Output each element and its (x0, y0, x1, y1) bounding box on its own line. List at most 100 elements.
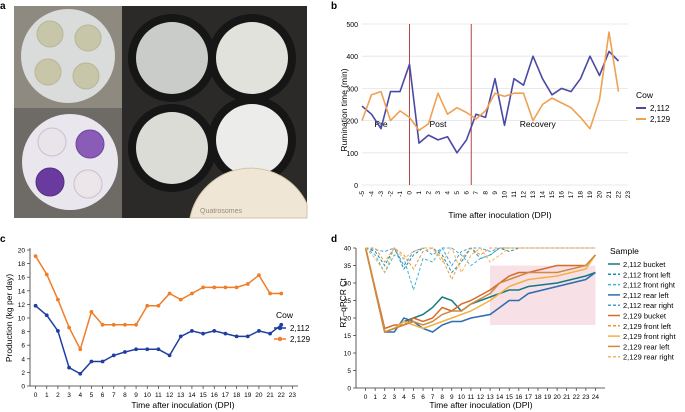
chart-b-xtick-4: -1 (397, 191, 404, 197)
photo-panel: Quatrosomes (14, 6, 308, 219)
chart-b-xtick-15: 10 (502, 191, 509, 199)
chart-c-xtick-1: 1 (45, 392, 49, 399)
chart-c-xlabel: Time after inoculation (DPI) (131, 400, 234, 410)
chart-b-phase-label-2: Recovery (520, 119, 557, 129)
chart-c-series (33, 254, 284, 376)
chart-d-xtick-4: 4 (402, 394, 406, 401)
plate-3 (136, 112, 208, 184)
chart-c-xtick-23: 23 (289, 392, 297, 399)
chart-c-point-0-3 (67, 365, 71, 370)
chart-d-xtick-17: 17 (525, 394, 533, 401)
chart-d-xtick-7: 7 (431, 394, 435, 401)
chart-d-xtick-21: 21 (563, 394, 571, 401)
chart-b-phase-lines: Pre Post Recovery (374, 24, 556, 185)
chart-c-legend-title: Cow (276, 310, 294, 320)
chart-c-xtick-9: 9 (134, 392, 138, 399)
chart-c-point-1-2 (56, 297, 60, 302)
chart-b-xtick-1: -4 (369, 191, 376, 197)
well-a4 (72, 62, 100, 90)
chart-b-series (361, 31, 620, 154)
chart-c-point-1-5 (89, 309, 94, 314)
chart-d-ytick-10: 10 (344, 351, 352, 358)
chart-c-xtick-21: 21 (266, 392, 274, 399)
well-b1 (37, 127, 67, 157)
petri-dish-clear (21, 9, 115, 103)
chart-d-xlabel: Time after inoculation (DPI) (429, 400, 532, 410)
chart-d-xtick-2: 2 (383, 394, 387, 401)
chart-c-point-0-18 (234, 334, 239, 339)
chart-d-xtick-3: 3 (392, 394, 396, 401)
chart-c-point-1-19 (245, 282, 250, 286)
chart-c-series-line-0 (35, 305, 282, 375)
chart-d-legend-label-0: 2,112 bucket (623, 260, 666, 269)
chart-b-xtick-21: 16 (559, 191, 566, 199)
chart-c-point-0-4 (78, 371, 83, 376)
chart-b-phase-label-1: Post (429, 119, 447, 129)
chart-c-xtick-12: 12 (166, 392, 174, 399)
chart-b-xtick-3: -2 (388, 191, 395, 197)
chart-d-series-line-2 (365, 247, 596, 292)
chart-c-point-0-7 (111, 353, 116, 358)
chart-b-xtick-27: 22 (616, 191, 623, 199)
chart-c-point-0-22 (279, 322, 284, 327)
chart-d-xtick-9: 9 (450, 394, 454, 401)
chart-d-ytick-0: 0 (347, 386, 351, 393)
panel-label-a: a (0, 1, 6, 12)
chart-d-xtick-11: 11 (468, 394, 475, 401)
chart-c-point-1-12 (167, 291, 172, 296)
chart-d-xtick-15: 15 (506, 394, 514, 401)
chart-b-ytick-200: 200 (346, 119, 358, 126)
chart-d-ytick-5: 5 (347, 368, 351, 375)
chart-c-xtick-6: 6 (101, 392, 105, 399)
chart-c-xtick-22: 22 (278, 392, 286, 399)
chart-c-point-0-15 (201, 331, 205, 336)
chart-b-xtick-11: 6 (464, 191, 471, 195)
panel-label-c: c (0, 234, 6, 245)
chart-c-ylabel: Production (kg per day) (4, 274, 14, 363)
chart-c-point-1-17 (223, 285, 228, 290)
chart-c-point-0-17 (223, 331, 228, 336)
chart-c-point-1-6 (100, 322, 105, 327)
chart-b-ytick-100: 100 (346, 151, 358, 158)
chart-c-ytick-18: 18 (18, 261, 26, 268)
chart-c-xtick-11: 11 (155, 392, 162, 399)
well-a3 (34, 58, 62, 86)
chart-c-point-1-0 (33, 254, 38, 259)
chart-b-legend-2129: 2,129 (650, 115, 671, 124)
chart-c-point-0-16 (212, 329, 217, 333)
chart-c-point-0-14 (190, 329, 194, 333)
chart-c-xtick-0: 0 (34, 392, 38, 399)
chart-d-legend-label-1: 2,112 front left (623, 270, 671, 279)
chart-b-xtick-8: 3 (435, 191, 442, 195)
chart-d-series-line-3 (364, 247, 596, 333)
chart-c-point-0-1 (44, 313, 49, 318)
chart-d-ytick-25: 25 (344, 298, 352, 305)
chart-d-legend-label-3: 2,112 rear left (623, 291, 670, 300)
chart-b-xtick-0: -5 (359, 191, 366, 197)
chart-b-phase-label-0: Pre (374, 119, 388, 129)
chart-d-ylabel: RT–qPCR Ct (338, 278, 348, 328)
chart-c-point-1-1 (44, 272, 49, 277)
chart-b-xlabel: Time after inoculation (DPI) (448, 210, 551, 220)
chart-c-point-0-10 (145, 347, 150, 352)
well-b2 (75, 129, 105, 159)
chart-c-xtick-10: 10 (144, 392, 152, 399)
chart-b-xtick-17: 12 (521, 191, 528, 199)
plate-4 (216, 104, 288, 176)
chart-c-legend-2112: 2,112 (290, 324, 310, 333)
chart-c-xtick-14: 14 (188, 392, 196, 399)
chart-b-xtick-7: 2 (426, 191, 433, 195)
chart-b-xtick-5: 0 (407, 191, 414, 195)
petri-dish-purple (22, 114, 118, 210)
chart-d-xtick-13: 13 (486, 394, 494, 401)
chart-c-ytick-12: 12 (18, 302, 26, 309)
chart-d-shaded-region (490, 265, 596, 325)
chart-d-xtick-12: 12 (477, 394, 485, 401)
chart-c-series-line-1 (34, 255, 282, 352)
chart-c-xtick-4: 4 (78, 392, 82, 399)
chart-d-xtick-0: 0 (364, 394, 368, 401)
chart-b-legend-2112: 2,112 (650, 104, 670, 113)
